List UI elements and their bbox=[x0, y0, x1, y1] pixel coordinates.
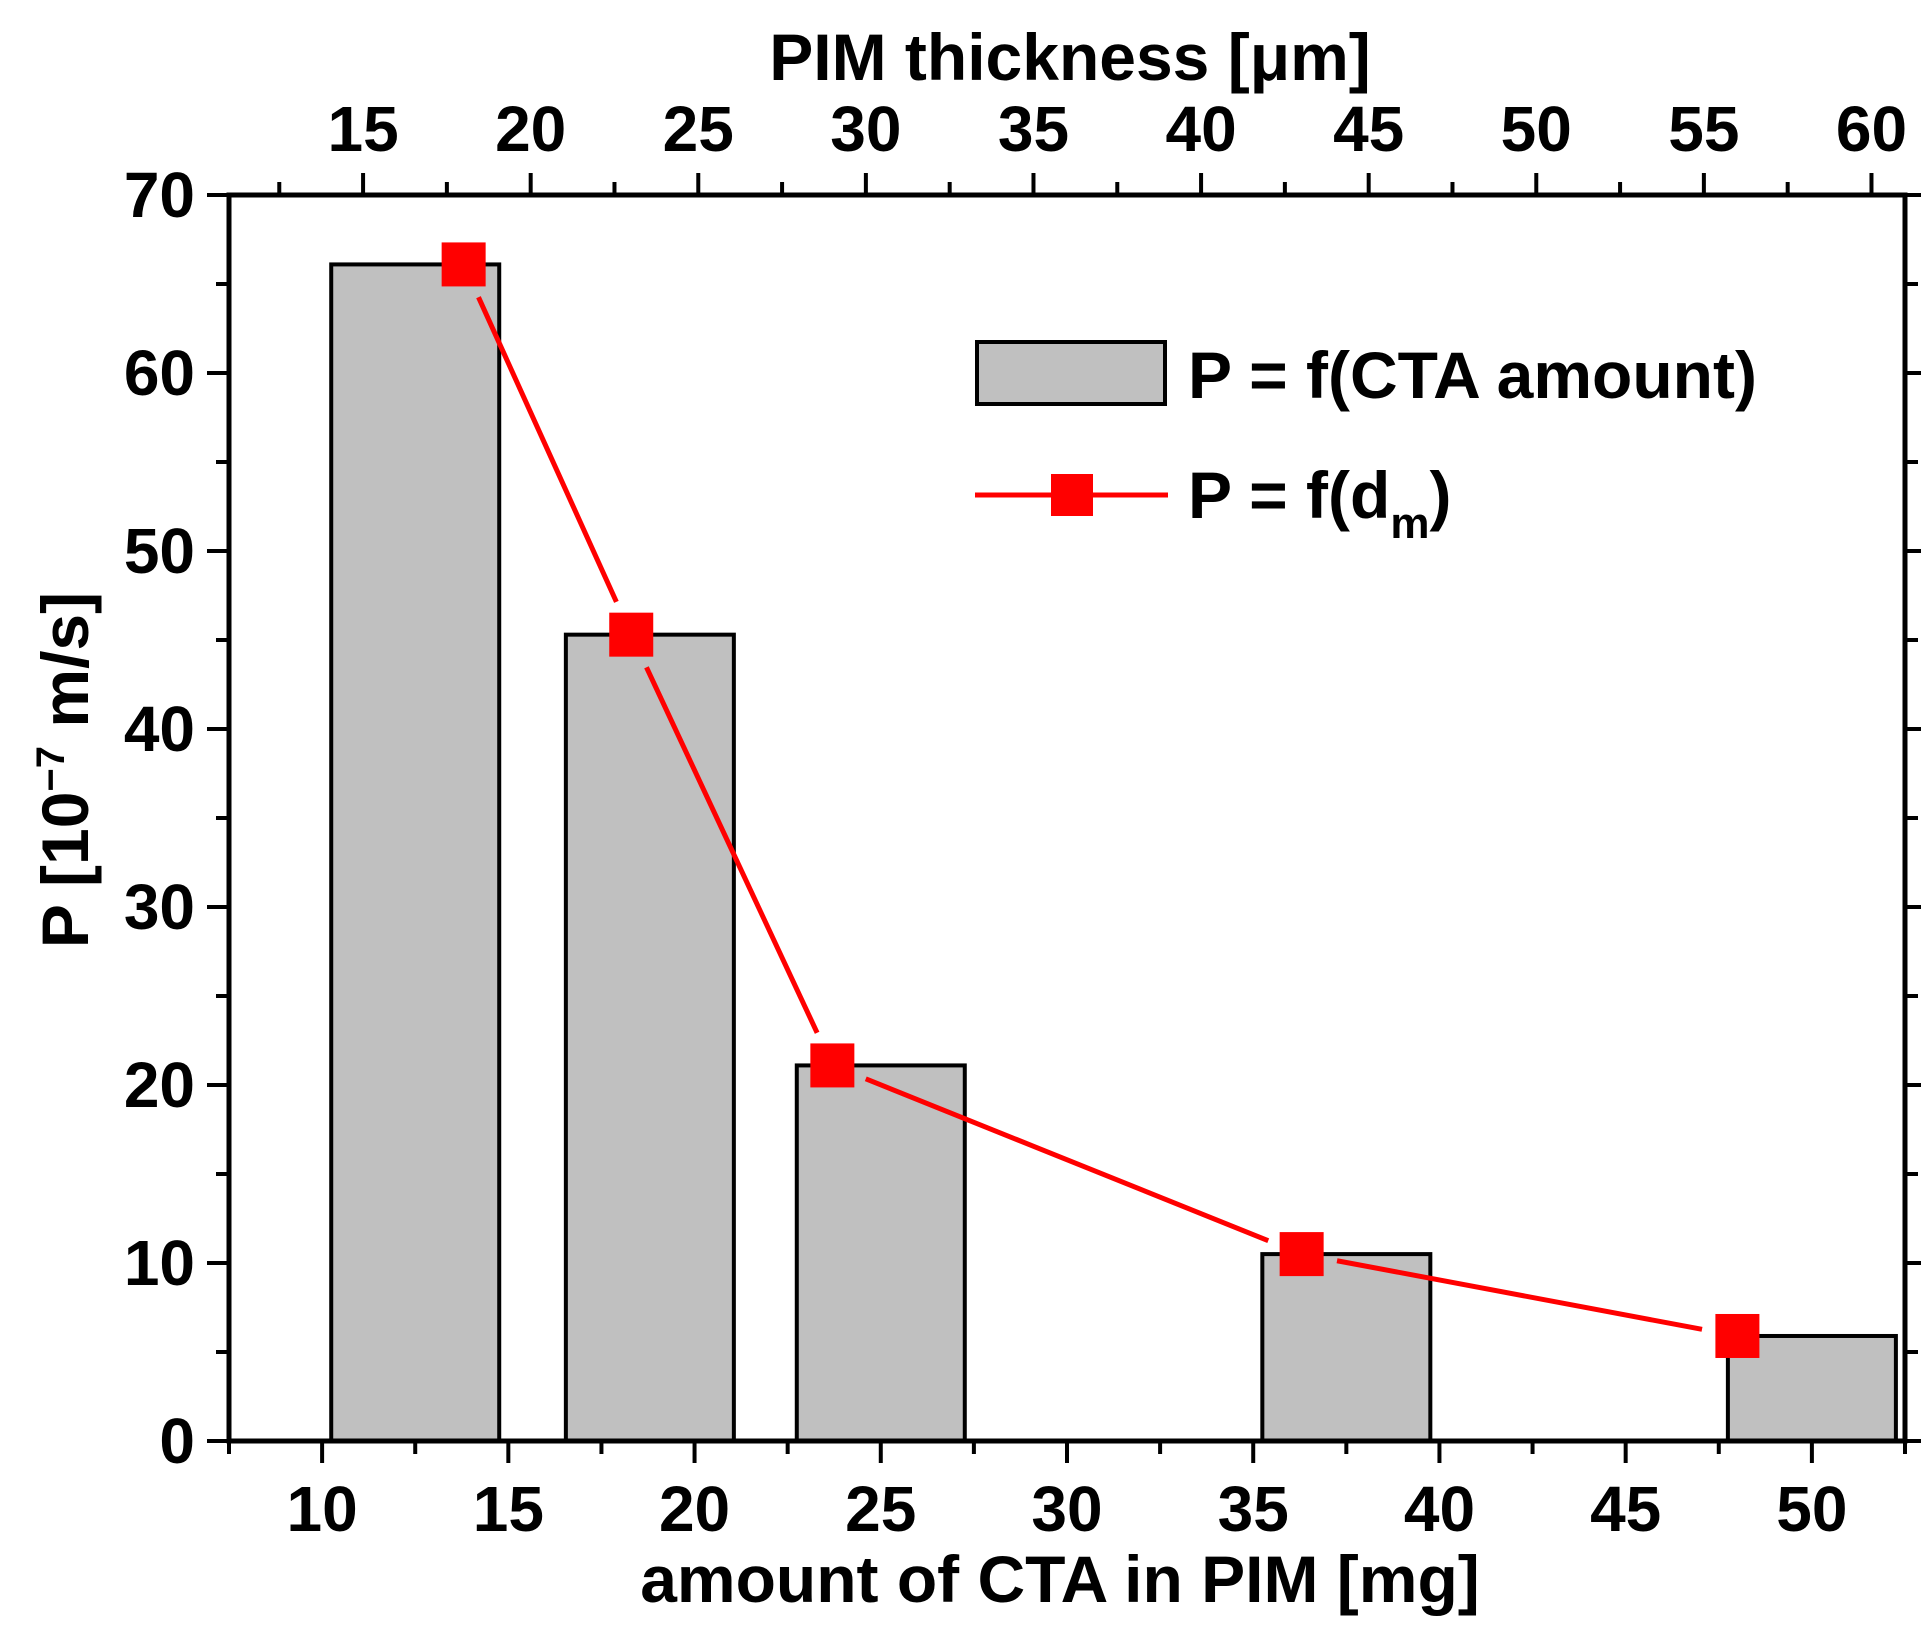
y-tick-label: 70 bbox=[124, 159, 195, 231]
y-tick-label: 10 bbox=[124, 1227, 195, 1299]
bottom-tick-label: 20 bbox=[659, 1473, 730, 1545]
y-tick-label: 30 bbox=[124, 871, 195, 943]
line-series bbox=[441, 242, 1760, 1358]
y-tick-label: 20 bbox=[124, 1049, 195, 1121]
bottom-tick-label: 25 bbox=[845, 1473, 916, 1545]
legend: P = f(CTA amount) P = f(dm) bbox=[975, 338, 1757, 548]
top-tick-label: 45 bbox=[1333, 93, 1404, 165]
top-tick-label: 15 bbox=[327, 93, 398, 165]
bottom-tick-label: 30 bbox=[1031, 1473, 1102, 1545]
line-marker-3 bbox=[1279, 1232, 1324, 1277]
bar-3 bbox=[1260, 1252, 1433, 1443]
line-segment-3 bbox=[1336, 1258, 1703, 1332]
legend-bar-label: P = f(CTA amount) bbox=[1188, 338, 1757, 412]
top-tick-label: 30 bbox=[830, 93, 901, 165]
top-tick-label: 50 bbox=[1501, 93, 1572, 165]
bar-2 bbox=[794, 1063, 967, 1444]
top-axis-title: PIM thickness [μm] bbox=[769, 20, 1371, 94]
line-marker-4 bbox=[1715, 1313, 1760, 1358]
bar-0 bbox=[329, 262, 502, 1443]
y-tick-label: 0 bbox=[159, 1405, 195, 1477]
legend-bar-swatch bbox=[975, 340, 1167, 406]
line-marker-2 bbox=[810, 1043, 855, 1088]
bottom-tick-label: 50 bbox=[1776, 1473, 1847, 1545]
bar-series bbox=[329, 262, 1898, 1444]
bottom-axis-title: amount of CTA in PIM [mg] bbox=[640, 1542, 1480, 1616]
top-tick-label: 60 bbox=[1836, 93, 1907, 165]
bar-1 bbox=[563, 632, 736, 1443]
y-tick-label: 60 bbox=[124, 337, 195, 409]
legend-line-marker bbox=[1051, 474, 1093, 516]
bottom-tick-label: 10 bbox=[287, 1473, 358, 1545]
y-tick-label: 50 bbox=[124, 515, 195, 587]
line-segment-1 bbox=[644, 666, 820, 1034]
y-tick-label: 40 bbox=[124, 693, 195, 765]
top-tick-label: 25 bbox=[663, 93, 734, 165]
legend-line-label: P = f(dm) bbox=[1188, 458, 1451, 548]
bottom-tick-label: 40 bbox=[1404, 1473, 1475, 1545]
bottom-tick-label: 45 bbox=[1590, 1473, 1661, 1545]
y-axis-title: P [10−7 m/s] bbox=[28, 592, 102, 948]
axes: 0 10 20 30 40 50 60 70 10 15 20 25 30 35 40 45 50 15 20 25 3… bbox=[124, 93, 1921, 1545]
top-tick-label: 40 bbox=[1165, 93, 1236, 165]
line-segment-0 bbox=[476, 296, 619, 603]
bottom-tick-label: 15 bbox=[473, 1473, 544, 1545]
line-marker-1 bbox=[609, 612, 654, 657]
line-segment-2 bbox=[864, 1076, 1270, 1243]
top-tick-label: 35 bbox=[998, 93, 1069, 165]
top-tick-label: 20 bbox=[495, 93, 566, 165]
bottom-tick-label: 35 bbox=[1218, 1473, 1289, 1545]
top-tick-label: 55 bbox=[1668, 93, 1739, 165]
line-marker-0 bbox=[441, 242, 486, 287]
